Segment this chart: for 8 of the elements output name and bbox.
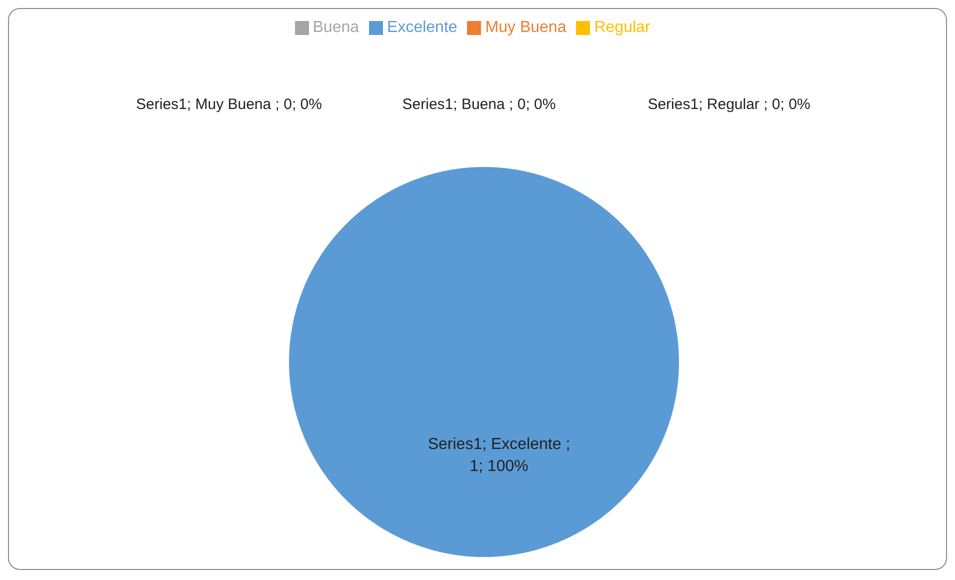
text: Series1; Regular ; 0; 0%	[648, 96, 810, 113]
text: Series1; Muy Buena ; 0; 0%	[136, 96, 322, 113]
legend-label: Regular	[594, 19, 650, 36]
legend-label: Excelente	[387, 19, 458, 36]
data-label: Series1; Excelente ; 1; 100%	[428, 436, 570, 475]
legend-label: Buena	[312, 19, 360, 36]
text: Series1; Buena ; 0; 0%	[402, 96, 556, 113]
legend-label: Muy Buena	[485, 19, 566, 36]
